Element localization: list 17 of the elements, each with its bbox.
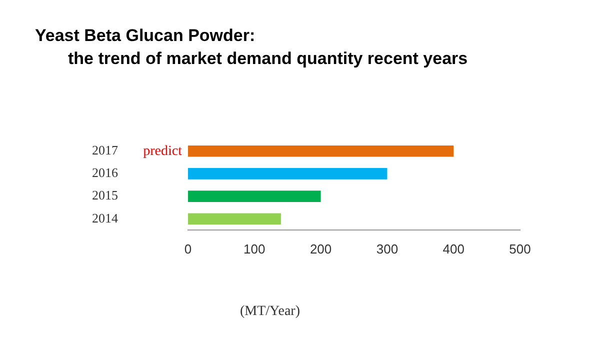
bar: [188, 168, 388, 180]
y-tick-label: 2016: [92, 165, 118, 180]
y-tick-label: 2017: [92, 142, 118, 158]
annotation: predict: [143, 144, 182, 159]
x-tick-label: 200: [310, 242, 332, 257]
bar: [188, 213, 281, 225]
bar: [188, 190, 321, 202]
bar: [188, 145, 454, 157]
chart-title: Yeast Beta Glucan Powder: the trend of market demand quantity recent years: [35, 25, 468, 70]
x-tick-label: 300: [376, 242, 398, 257]
y-tick-label: 2014: [92, 210, 118, 226]
x-tick-label: 0: [184, 242, 192, 257]
x-axis-title: (MT/Year): [238, 304, 301, 320]
y-tick-label: 2015: [92, 188, 118, 203]
x-tick-label: 500: [509, 242, 531, 257]
x-tick-label: 100: [244, 242, 266, 257]
x-tick-label: 400: [442, 242, 464, 257]
